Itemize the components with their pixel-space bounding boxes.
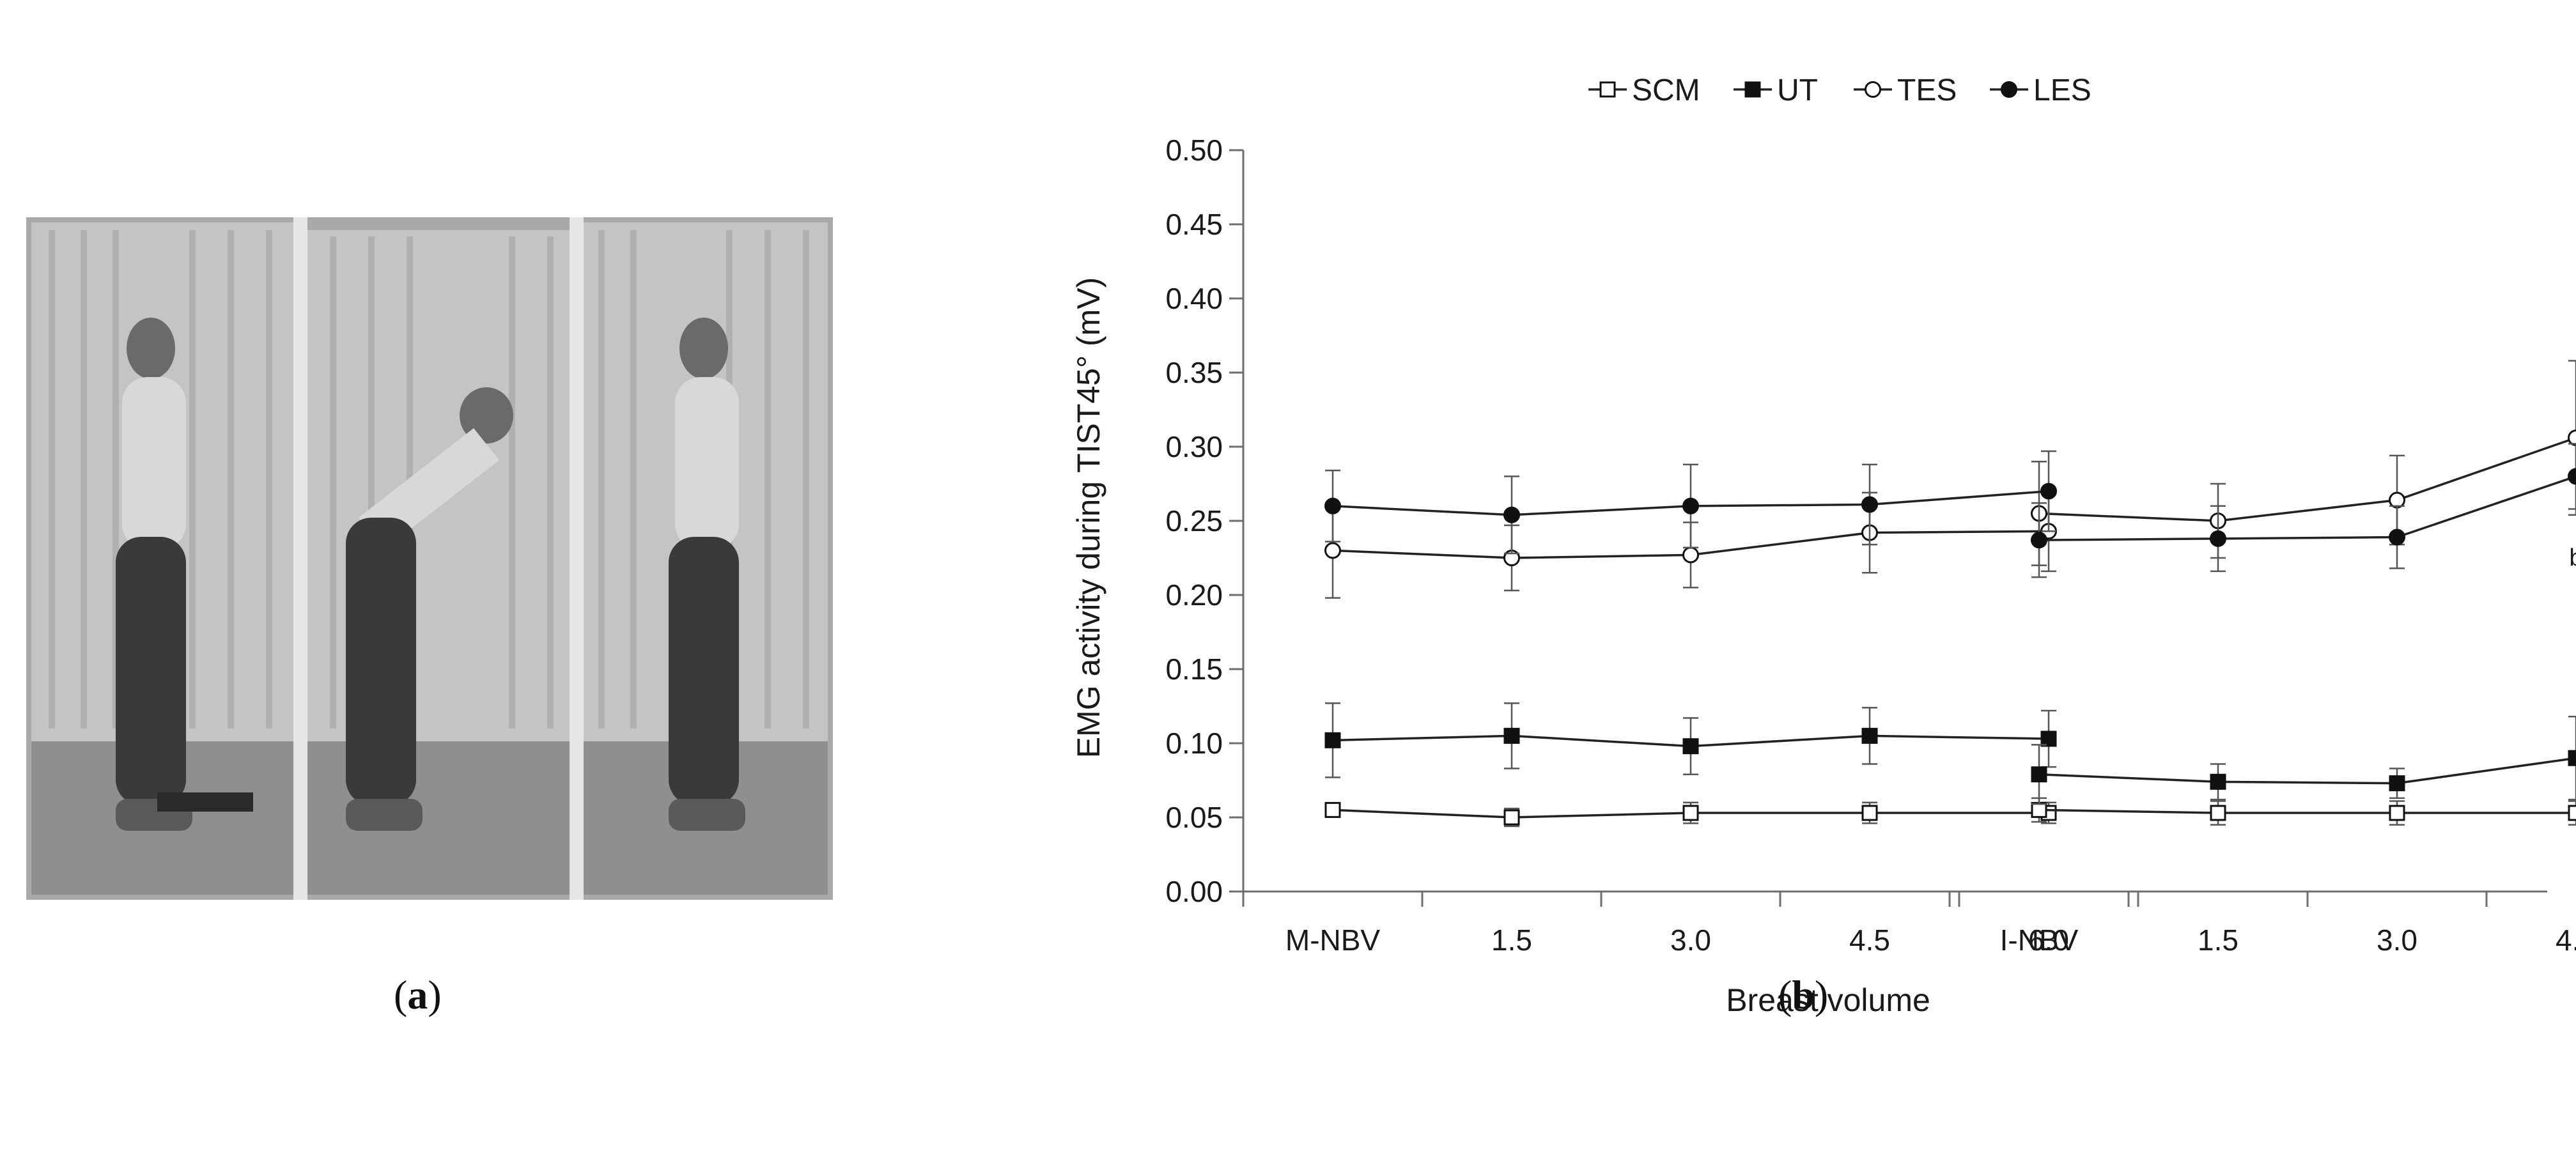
legend-label: TES: [1897, 73, 1957, 107]
x-tick-label: M-NBV: [1285, 923, 1381, 957]
data-point-scm: [1861, 805, 1878, 821]
data-point-scm: [2210, 805, 2226, 821]
data-point-ut: [1324, 732, 1341, 748]
legend-marker: [1744, 81, 1761, 98]
photo-frame-standing-1: [31, 222, 293, 895]
x-tick-label: 3.0: [1670, 923, 1711, 957]
data-point-ut: [1682, 738, 1699, 755]
data-point-ut: [1861, 727, 1878, 744]
legend-label: LES: [2033, 73, 2091, 107]
chart-legend: SCM UT TES LES: [1588, 73, 2091, 107]
data-point-scm: [2568, 805, 2576, 821]
data-point-les: [1503, 506, 1520, 523]
x-tick-label: 4.5: [2556, 923, 2576, 957]
series-ut: [1324, 702, 2576, 805]
series-les: [1324, 443, 2576, 578]
y-tick-label: 0.30: [1165, 430, 1223, 463]
series-line-ut: [2038, 757, 2576, 785]
data-point-les: [1682, 497, 1699, 514]
data-point-tes: [1324, 542, 1341, 559]
data-point-les: [2389, 529, 2405, 546]
legend-marker: [2001, 81, 2017, 98]
photo-frame-standing-2: [584, 222, 828, 895]
data-point-tes: [1682, 546, 1699, 564]
legend-item-les: LES: [1990, 73, 2091, 107]
y-tick-label: 0.40: [1165, 282, 1223, 315]
panel-a-caption: (a): [394, 972, 442, 1017]
significance-annotation: b: [2569, 544, 2576, 571]
x-tick-label: 6.0: [2028, 923, 2069, 957]
series-scm: [1324, 797, 2576, 828]
legend-marker: [1599, 81, 1616, 98]
data-point-ut: [2568, 750, 2576, 766]
data-point-ut: [2210, 773, 2226, 790]
y-axis-label: EMG activity during TIST45° (mV): [1071, 277, 1106, 759]
series-line-les: [2038, 475, 2576, 541]
y-tick-label: 0.45: [1165, 208, 1223, 241]
data-point-les: [1324, 497, 1341, 514]
data-point-les: [2040, 483, 2057, 500]
x-tick-label: 3.0: [2377, 923, 2417, 957]
legend-item-ut: UT: [1734, 73, 1818, 107]
data-point-les: [1861, 496, 1878, 513]
data-point-scm: [1682, 805, 1699, 821]
data-point-ut: [2031, 766, 2047, 783]
legend-marker: [1865, 81, 1881, 98]
y-tick-label: 0.10: [1165, 727, 1223, 760]
legend-label: SCM: [1632, 73, 1700, 107]
data-point-scm: [1324, 801, 1341, 818]
chart-marks: abc: [1324, 360, 2576, 828]
chart-axes: 0.00 0.05 0.10 0.15 0.20 0.25 0.30 0.35 0.40 0.45…: [1165, 134, 2576, 957]
legend-label: UT: [1777, 73, 1818, 107]
data-point-scm: [2031, 801, 2047, 818]
data-point-scm: [1503, 809, 1520, 826]
y-tick-label: 0.20: [1165, 578, 1223, 612]
legend-item-scm: SCM: [1588, 73, 1700, 107]
series-tes: [1324, 360, 2576, 599]
data-point-les: [2210, 530, 2226, 547]
data-point-les: [2568, 468, 2576, 485]
x-tick-label: 1.5: [2198, 923, 2238, 957]
posture-photo-panel: [26, 217, 833, 900]
y-tick-label: 0.05: [1165, 801, 1223, 834]
data-point-les: [2031, 532, 2047, 549]
data-point-ut: [1503, 727, 1520, 744]
series-line-scm: [2038, 808, 2576, 814]
x-tick-label: 4.5: [1849, 923, 1890, 957]
panel-b-caption: (b): [1778, 972, 1829, 1017]
y-tick-label: 0.50: [1165, 134, 1223, 167]
x-axis-label: Breast volume: [1726, 982, 1930, 1018]
x-tick-label: 1.5: [1491, 923, 1532, 957]
x-tick-label: I-NBV: [2000, 923, 2079, 957]
data-point-ut: [2389, 775, 2405, 792]
data-point-ut: [2040, 730, 2057, 747]
data-point-tes: [2568, 429, 2576, 447]
y-tick-label: 0.35: [1165, 356, 1223, 389]
y-tick-label: 0.00: [1165, 875, 1223, 908]
y-tick-label: 0.15: [1165, 652, 1223, 686]
legend-item-tes: TES: [1854, 73, 1957, 107]
photo-frame-trunk-flexion: [307, 230, 570, 895]
y-tick-label: 0.25: [1165, 504, 1223, 537]
data-point-scm: [2389, 805, 2405, 821]
